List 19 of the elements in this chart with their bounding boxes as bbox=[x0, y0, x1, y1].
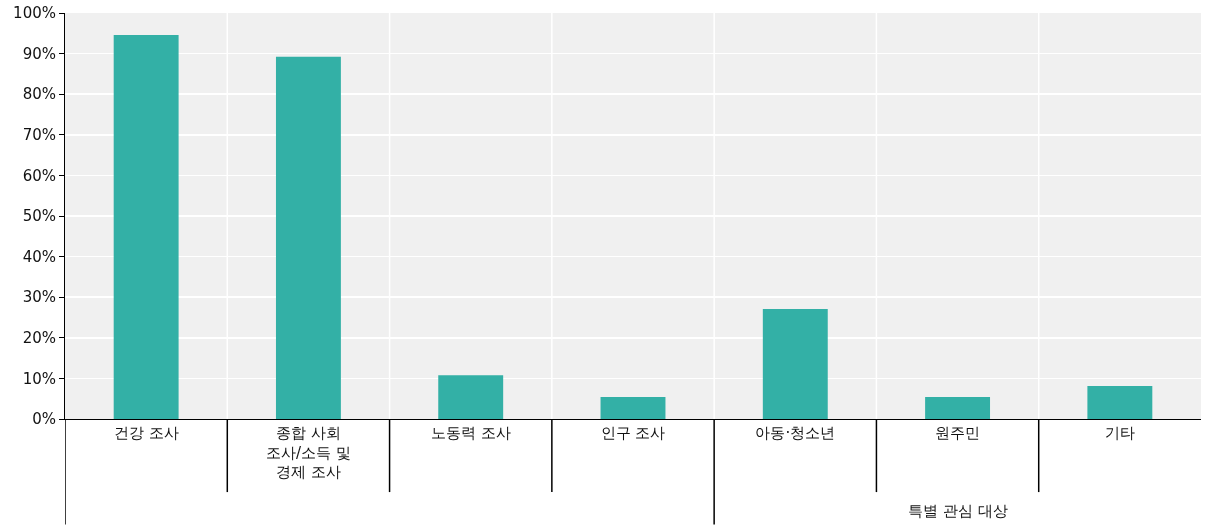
y-tick-label: 100% bbox=[13, 4, 56, 23]
x-tick-label: 원주민 bbox=[935, 424, 981, 442]
text: 특별 관심 대상 bbox=[908, 502, 1008, 520]
y-tick-label: 0% bbox=[32, 410, 56, 429]
x-tick-label: 인구 조사 bbox=[600, 424, 666, 442]
y-tick-label: 40% bbox=[22, 247, 56, 266]
y-tick-label: 50% bbox=[22, 207, 56, 226]
y-tick-label: 20% bbox=[22, 329, 56, 348]
y-tick-label: 10% bbox=[22, 369, 56, 388]
x-tick-label: 종합 사회 조사/소득 및 경제 조사 bbox=[266, 424, 351, 481]
x-tick-label: 아동·청소년 bbox=[755, 424, 836, 442]
y-tick-label: 60% bbox=[22, 166, 56, 185]
x-tick-label: 건강 조사 bbox=[113, 424, 179, 442]
x-tick-label: 기타 bbox=[1104, 424, 1135, 442]
y-tick-label: 70% bbox=[22, 126, 56, 145]
y-tick-label: 80% bbox=[22, 85, 56, 104]
y-tick-label: 90% bbox=[22, 44, 56, 63]
x-tick-label: 노동력 조사 bbox=[430, 424, 511, 442]
y-tick-label: 30% bbox=[22, 288, 56, 307]
